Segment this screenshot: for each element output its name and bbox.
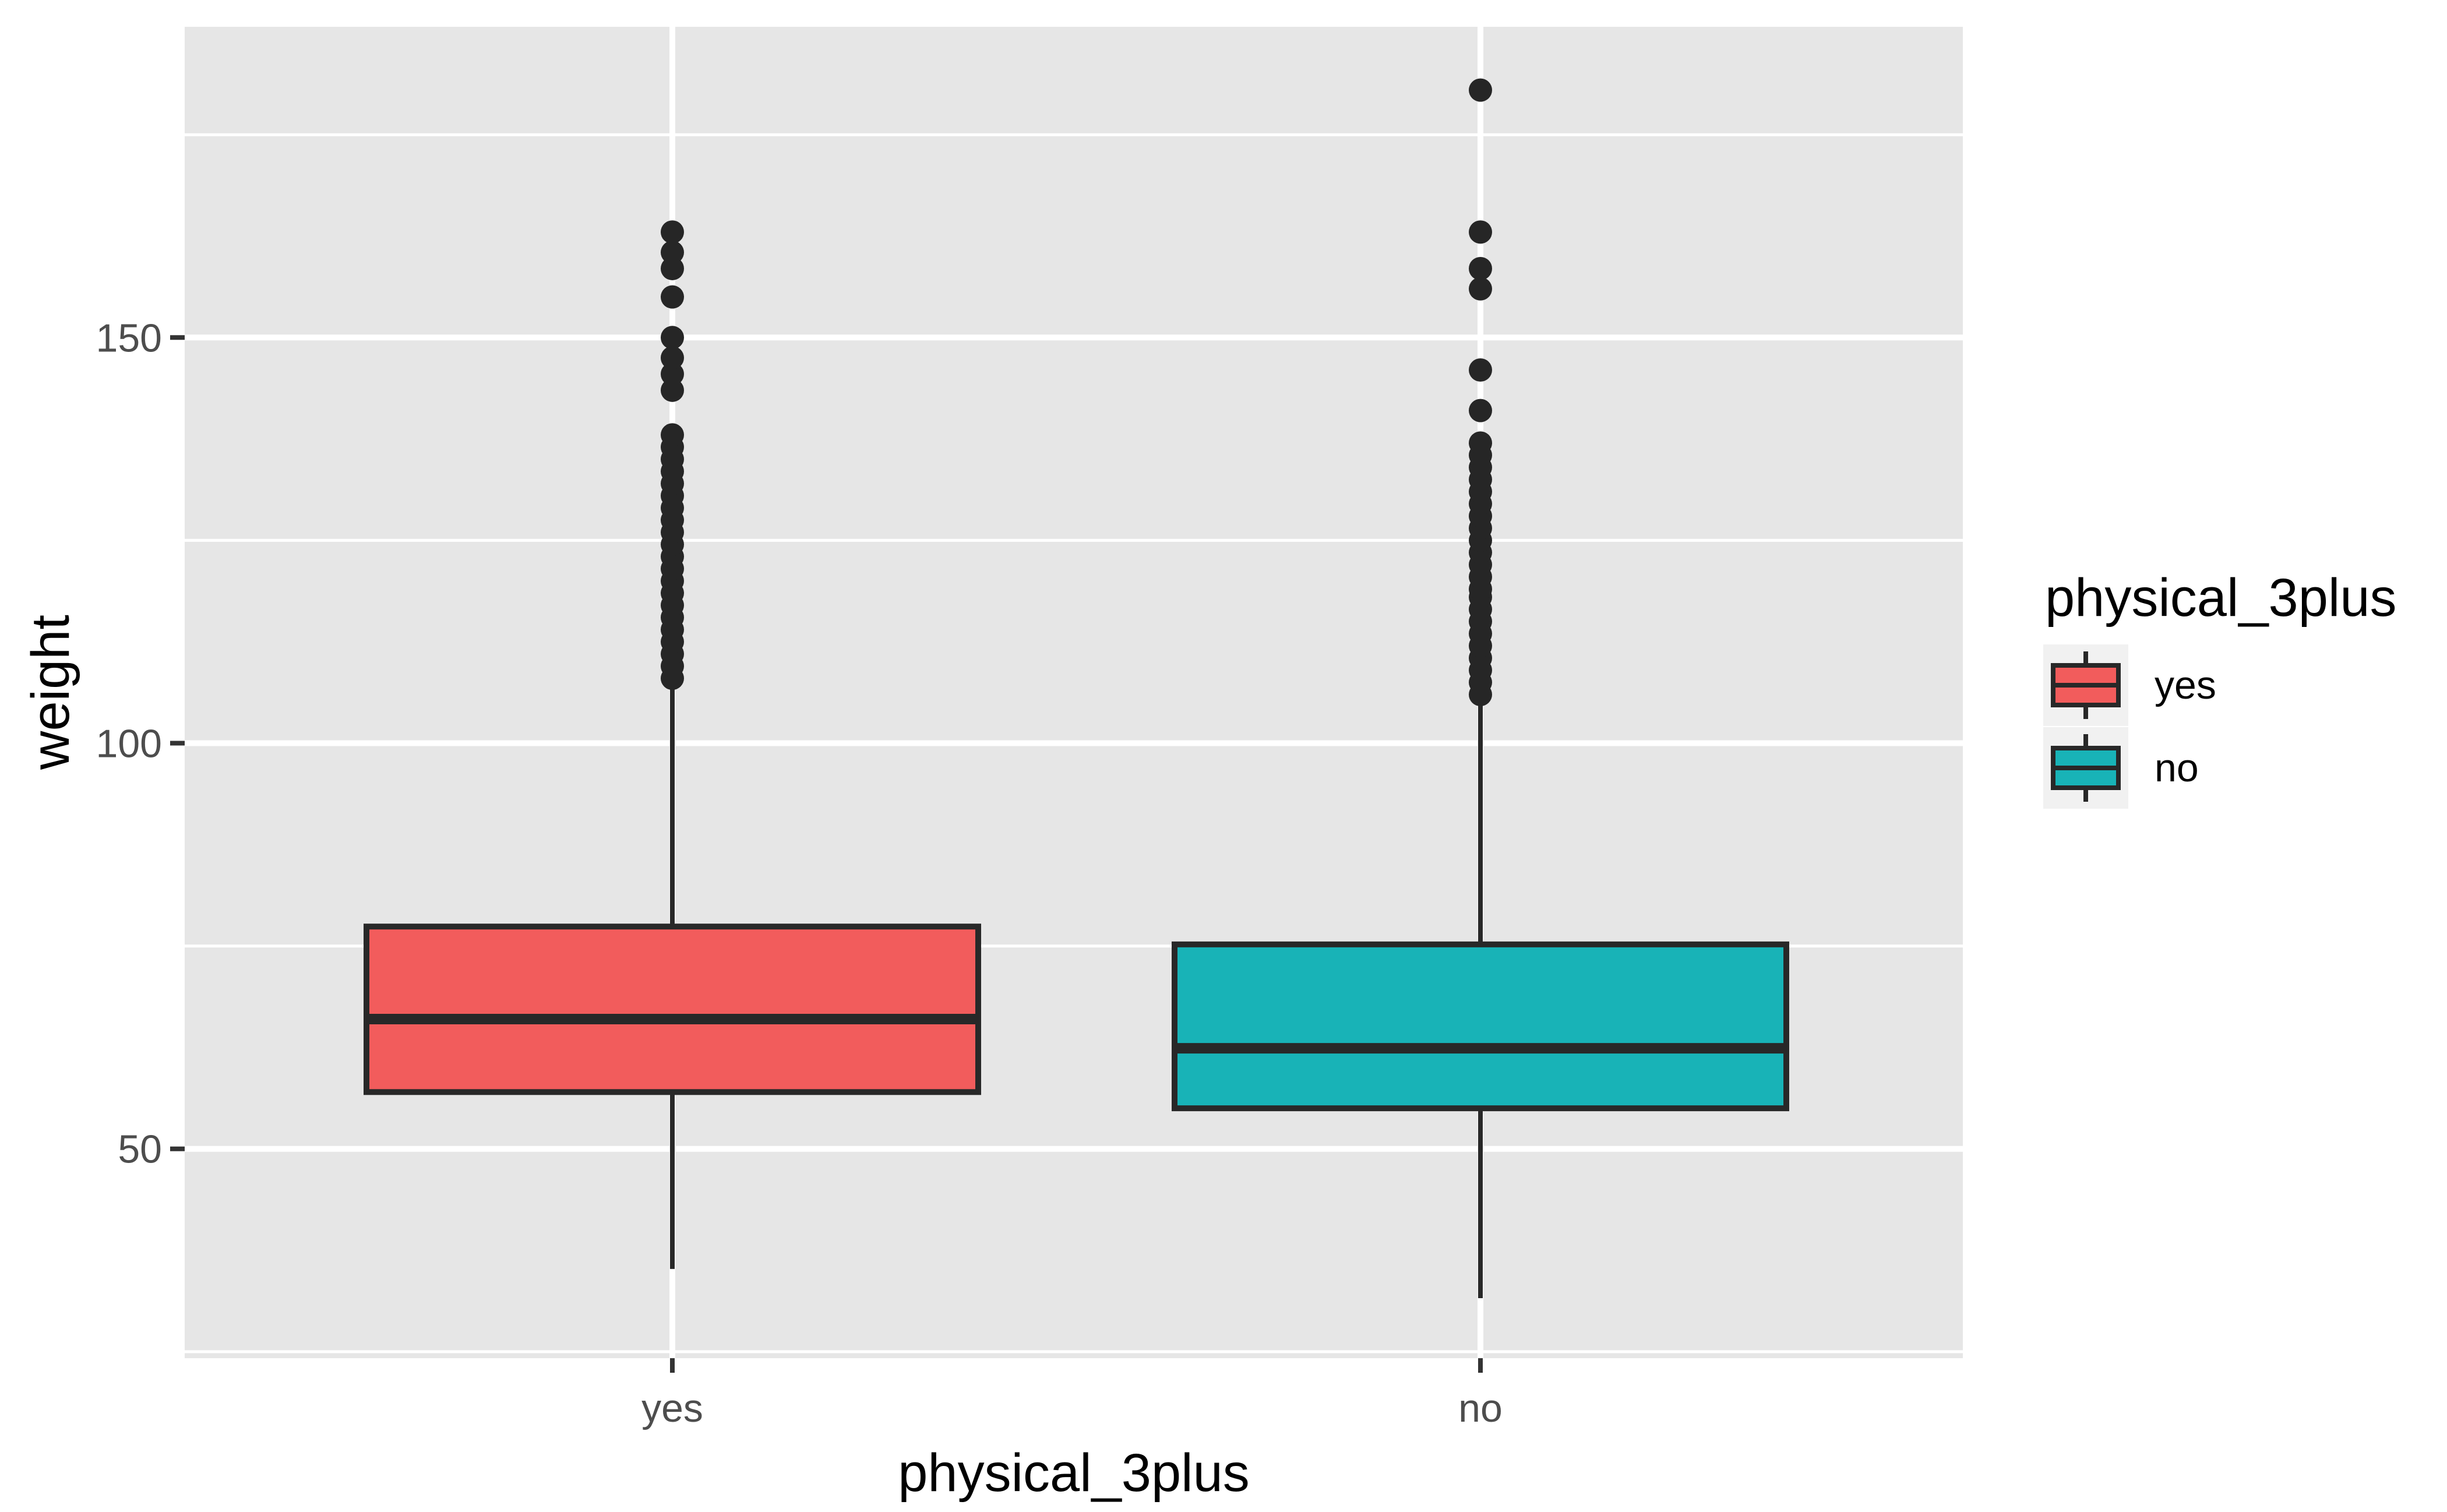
panel-background — [185, 27, 1963, 1358]
x-tick-label-yes: yes — [641, 1386, 703, 1430]
outlier-dot — [661, 378, 684, 402]
y-axis-title: weight — [21, 615, 80, 770]
outlier-dot — [1469, 256, 1492, 280]
outlier-dot — [661, 220, 684, 244]
legend-key-no — [2043, 727, 2128, 809]
outlier-dot — [661, 241, 684, 265]
legend-label-no: no — [2155, 746, 2199, 790]
outlier-dot — [661, 256, 684, 280]
outlier-dot — [661, 346, 684, 370]
outlier-dot — [1469, 399, 1492, 422]
legend-label-yes: yes — [2155, 663, 2216, 707]
outlier-dot — [1469, 277, 1492, 301]
outlier-dot — [1469, 220, 1492, 244]
outlier-dot — [1469, 431, 1492, 455]
y-tick-label: 50 — [118, 1127, 162, 1172]
outlier-dot — [661, 423, 684, 447]
outlier-dot — [661, 326, 684, 350]
x-tick-label-no: no — [1458, 1386, 1503, 1430]
y-tick-label: 100 — [96, 722, 162, 766]
y-tick-label: 150 — [96, 316, 162, 360]
legend-title: physical_3plus — [2045, 568, 2397, 628]
box-yes — [364, 924, 981, 1095]
outlier-dot — [1469, 78, 1492, 102]
x-axis-title: physical_3plus — [898, 1443, 1250, 1503]
legend-key-yes — [2043, 644, 2128, 726]
box-no — [1172, 941, 1789, 1112]
outlier-dot — [1469, 358, 1492, 382]
outlier-dot — [661, 285, 684, 309]
outlier-dot — [661, 362, 684, 386]
